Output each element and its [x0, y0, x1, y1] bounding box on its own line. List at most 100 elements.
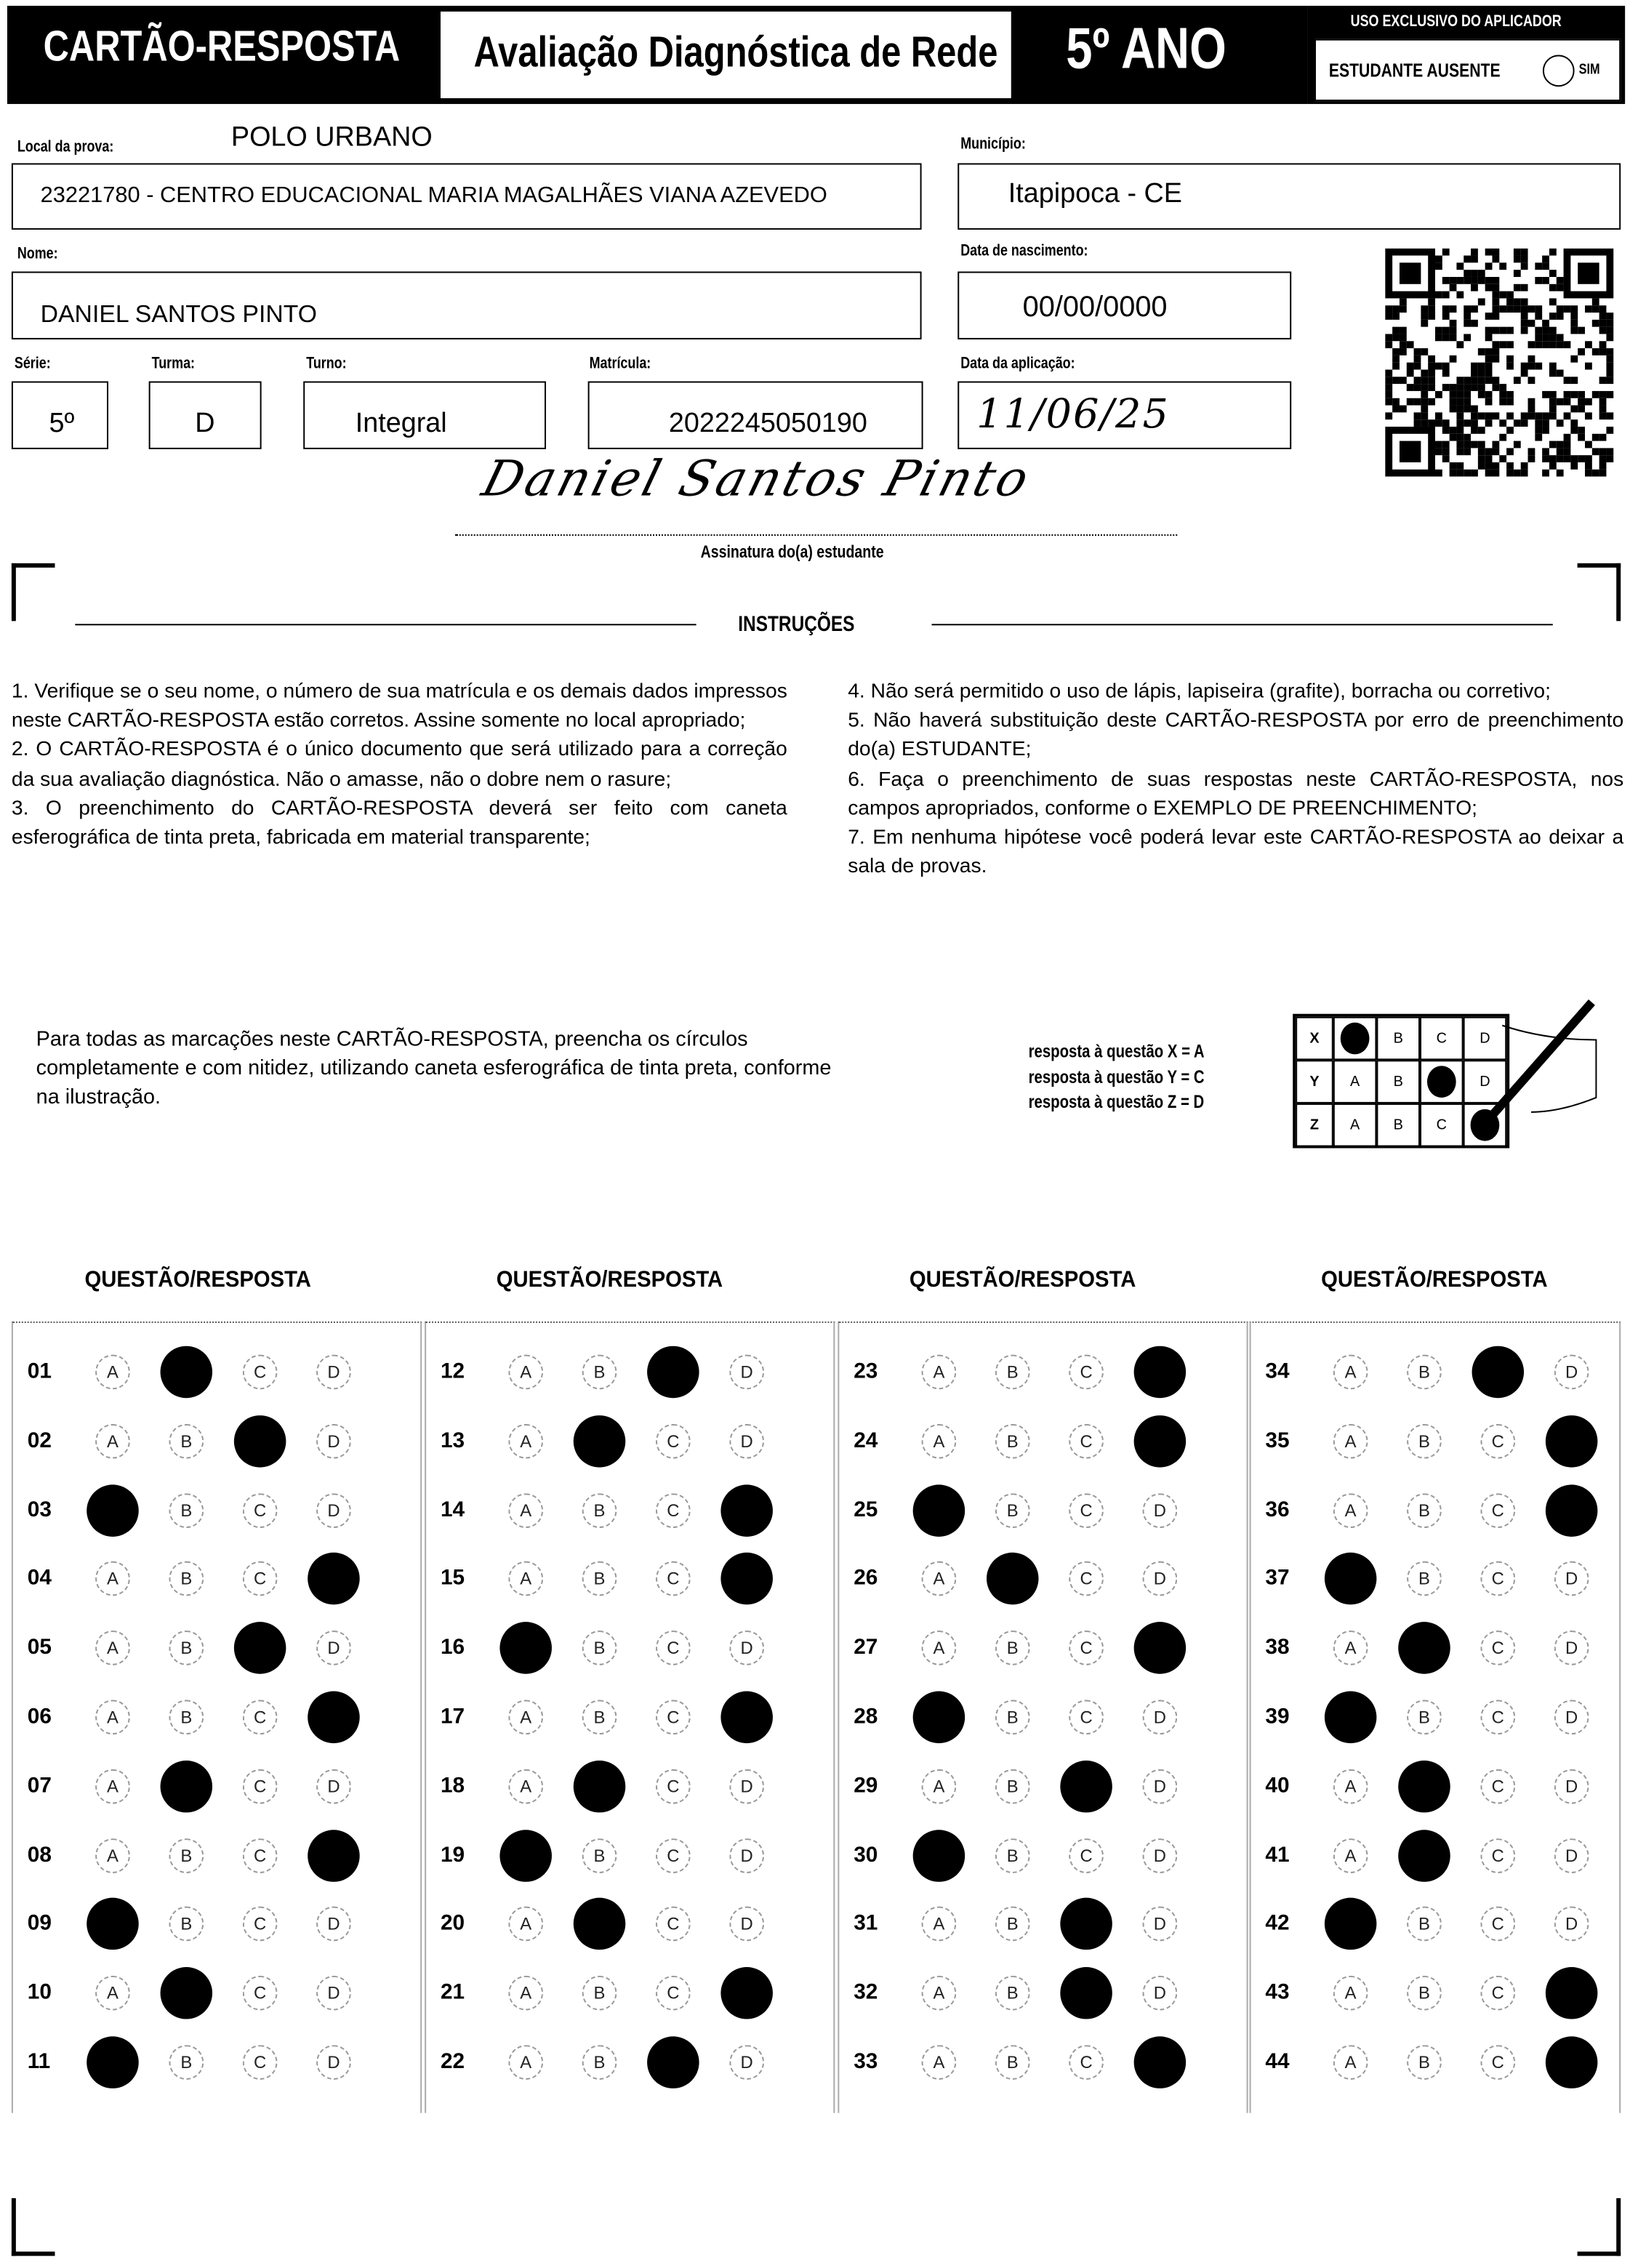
answer-bubble-b-filled[interactable]: B — [573, 1415, 626, 1468]
answer-bubble-a[interactable]: A — [1333, 1354, 1368, 1390]
answer-bubble-c[interactable]: C — [1480, 1838, 1516, 1873]
answer-bubble-d[interactable]: D — [316, 1769, 351, 1804]
answer-bubble-c[interactable]: C — [242, 1492, 278, 1528]
answer-bubble-b-filled[interactable]: B — [160, 1346, 213, 1399]
answer-bubble-a[interactable]: A — [1333, 1423, 1368, 1459]
answer-bubble-d[interactable]: D — [1554, 1907, 1589, 1942]
answer-bubble-c[interactable]: C — [1069, 2045, 1104, 2080]
answer-bubble-a[interactable]: A — [1333, 1838, 1368, 1873]
answer-bubble-b[interactable]: B — [995, 2045, 1030, 2080]
answer-bubble-a-filled[interactable]: A — [912, 1484, 965, 1537]
answer-bubble-d[interactable]: D — [729, 2045, 765, 2080]
answer-bubble-c[interactable]: C — [656, 1907, 691, 1942]
answer-bubble-d[interactable]: D — [316, 1976, 351, 2011]
answer-bubble-d-filled[interactable]: D — [1133, 1346, 1187, 1399]
answer-bubble-b[interactable]: B — [582, 1492, 617, 1528]
answer-bubble-c[interactable]: C — [1480, 1561, 1516, 1597]
answer-bubble-c[interactable]: C — [242, 2045, 278, 2080]
answer-bubble-c[interactable]: C — [242, 1700, 278, 1735]
answer-bubble-c[interactable]: C — [1480, 2045, 1516, 2080]
answer-bubble-b[interactable]: B — [995, 1630, 1030, 1666]
answer-bubble-a[interactable]: A — [921, 1423, 957, 1459]
answer-bubble-d[interactable]: D — [1554, 1769, 1589, 1804]
answer-bubble-c-filled[interactable]: C — [647, 2036, 699, 2088]
answer-bubble-d-filled[interactable]: D — [1545, 1484, 1598, 1537]
answer-bubble-a[interactable]: A — [95, 1423, 130, 1459]
answer-bubble-b[interactable]: B — [169, 2045, 204, 2080]
answer-bubble-d[interactable]: D — [316, 1630, 351, 1666]
answer-bubble-c-filled[interactable]: C — [233, 1622, 286, 1675]
answer-bubble-c[interactable]: C — [1480, 1630, 1516, 1666]
answer-bubble-a[interactable]: A — [508, 2045, 544, 2080]
answer-bubble-b[interactable]: B — [582, 1561, 617, 1597]
answer-bubble-d[interactable]: D — [1554, 1630, 1589, 1666]
answer-bubble-b[interactable]: B — [995, 1976, 1030, 2011]
answer-bubble-c[interactable]: C — [1480, 1492, 1516, 1528]
answer-bubble-c[interactable]: C — [242, 1907, 278, 1942]
answer-bubble-c[interactable]: C — [1069, 1700, 1104, 1735]
answer-bubble-a[interactable]: A — [95, 1630, 130, 1666]
answer-bubble-c[interactable]: C — [242, 1354, 278, 1390]
answer-bubble-c[interactable]: C — [656, 1700, 691, 1735]
answer-bubble-d-filled[interactable]: D — [720, 1967, 773, 2019]
answer-bubble-b[interactable]: B — [169, 1838, 204, 1873]
answer-bubble-b[interactable]: B — [1407, 1976, 1442, 2011]
answer-bubble-a-filled[interactable]: A — [499, 1829, 552, 1881]
answer-bubble-c[interactable]: C — [1480, 1976, 1516, 2011]
answer-bubble-d[interactable]: D — [1142, 1907, 1178, 1942]
answer-bubble-c-filled[interactable]: C — [1060, 1967, 1112, 2019]
answer-bubble-a[interactable]: A — [508, 1354, 544, 1390]
answer-bubble-d-filled[interactable]: D — [1133, 1622, 1187, 1675]
answer-bubble-b[interactable]: B — [995, 1838, 1030, 1873]
answer-bubble-a[interactable]: A — [921, 1561, 957, 1597]
answer-bubble-c-filled[interactable]: C — [1060, 1898, 1112, 1950]
answer-bubble-a[interactable]: A — [1333, 1976, 1368, 2011]
answer-bubble-d-filled[interactable]: D — [1545, 2036, 1598, 2088]
answer-bubble-c[interactable]: C — [1069, 1492, 1104, 1528]
answer-bubble-d[interactable]: D — [729, 1769, 765, 1804]
answer-bubble-c[interactable]: C — [656, 1423, 691, 1459]
answer-bubble-b[interactable]: B — [582, 1700, 617, 1735]
answer-bubble-d-filled[interactable]: D — [720, 1484, 773, 1537]
answer-bubble-b[interactable]: B — [169, 1492, 204, 1528]
answer-bubble-a[interactable]: A — [508, 1769, 544, 1804]
answer-bubble-b[interactable]: B — [1407, 2045, 1442, 2080]
answer-bubble-d[interactable]: D — [1142, 1492, 1178, 1528]
answer-bubble-d-filled[interactable]: D — [1133, 2036, 1187, 2088]
answer-bubble-d[interactable]: D — [1554, 1561, 1589, 1597]
answer-bubble-b-filled[interactable]: B — [1398, 1760, 1450, 1813]
answer-bubble-b-filled[interactable]: B — [160, 1967, 213, 2019]
answer-bubble-a[interactable]: A — [921, 1769, 957, 1804]
answer-bubble-d[interactable]: D — [316, 1907, 351, 1942]
answer-bubble-c[interactable]: C — [656, 1976, 691, 2011]
answer-bubble-b[interactable]: B — [169, 1907, 204, 1942]
answer-bubble-b[interactable]: B — [995, 1769, 1030, 1804]
answer-bubble-c-filled[interactable]: C — [1060, 1760, 1112, 1813]
answer-bubble-a[interactable]: A — [508, 1907, 544, 1942]
answer-bubble-b[interactable]: B — [1407, 1492, 1442, 1528]
answer-bubble-a[interactable]: A — [95, 1700, 130, 1735]
answer-bubble-d[interactable]: D — [1142, 1700, 1178, 1735]
answer-bubble-a[interactable]: A — [921, 1907, 957, 1942]
answer-bubble-b[interactable]: B — [1407, 1700, 1442, 1735]
answer-bubble-b[interactable]: B — [582, 2045, 617, 2080]
answer-bubble-d-filled[interactable]: D — [1545, 1967, 1598, 2019]
answer-bubble-c[interactable]: C — [656, 1630, 691, 1666]
answer-bubble-b-filled[interactable]: B — [573, 1898, 626, 1950]
answer-bubble-d[interactable]: D — [729, 1354, 765, 1390]
answer-bubble-b[interactable]: B — [1407, 1907, 1442, 1942]
answer-bubble-a[interactable]: A — [508, 1976, 544, 2011]
answer-bubble-a[interactable]: A — [1333, 1630, 1368, 1666]
answer-bubble-c[interactable]: C — [242, 1976, 278, 2011]
answer-bubble-b[interactable]: B — [995, 1354, 1030, 1390]
answer-bubble-a[interactable]: A — [508, 1423, 544, 1459]
absent-bubble[interactable] — [1542, 55, 1575, 87]
answer-bubble-d[interactable]: D — [1554, 1838, 1589, 1873]
answer-bubble-a[interactable]: A — [921, 2045, 957, 2080]
answer-bubble-d-filled[interactable]: D — [1133, 1415, 1187, 1468]
answer-bubble-c[interactable]: C — [1069, 1838, 1104, 1873]
answer-bubble-d[interactable]: D — [729, 1838, 765, 1873]
answer-bubble-d-filled[interactable]: D — [720, 1553, 773, 1606]
answer-bubble-b[interactable]: B — [995, 1700, 1030, 1735]
answer-bubble-a[interactable]: A — [95, 1976, 130, 2011]
